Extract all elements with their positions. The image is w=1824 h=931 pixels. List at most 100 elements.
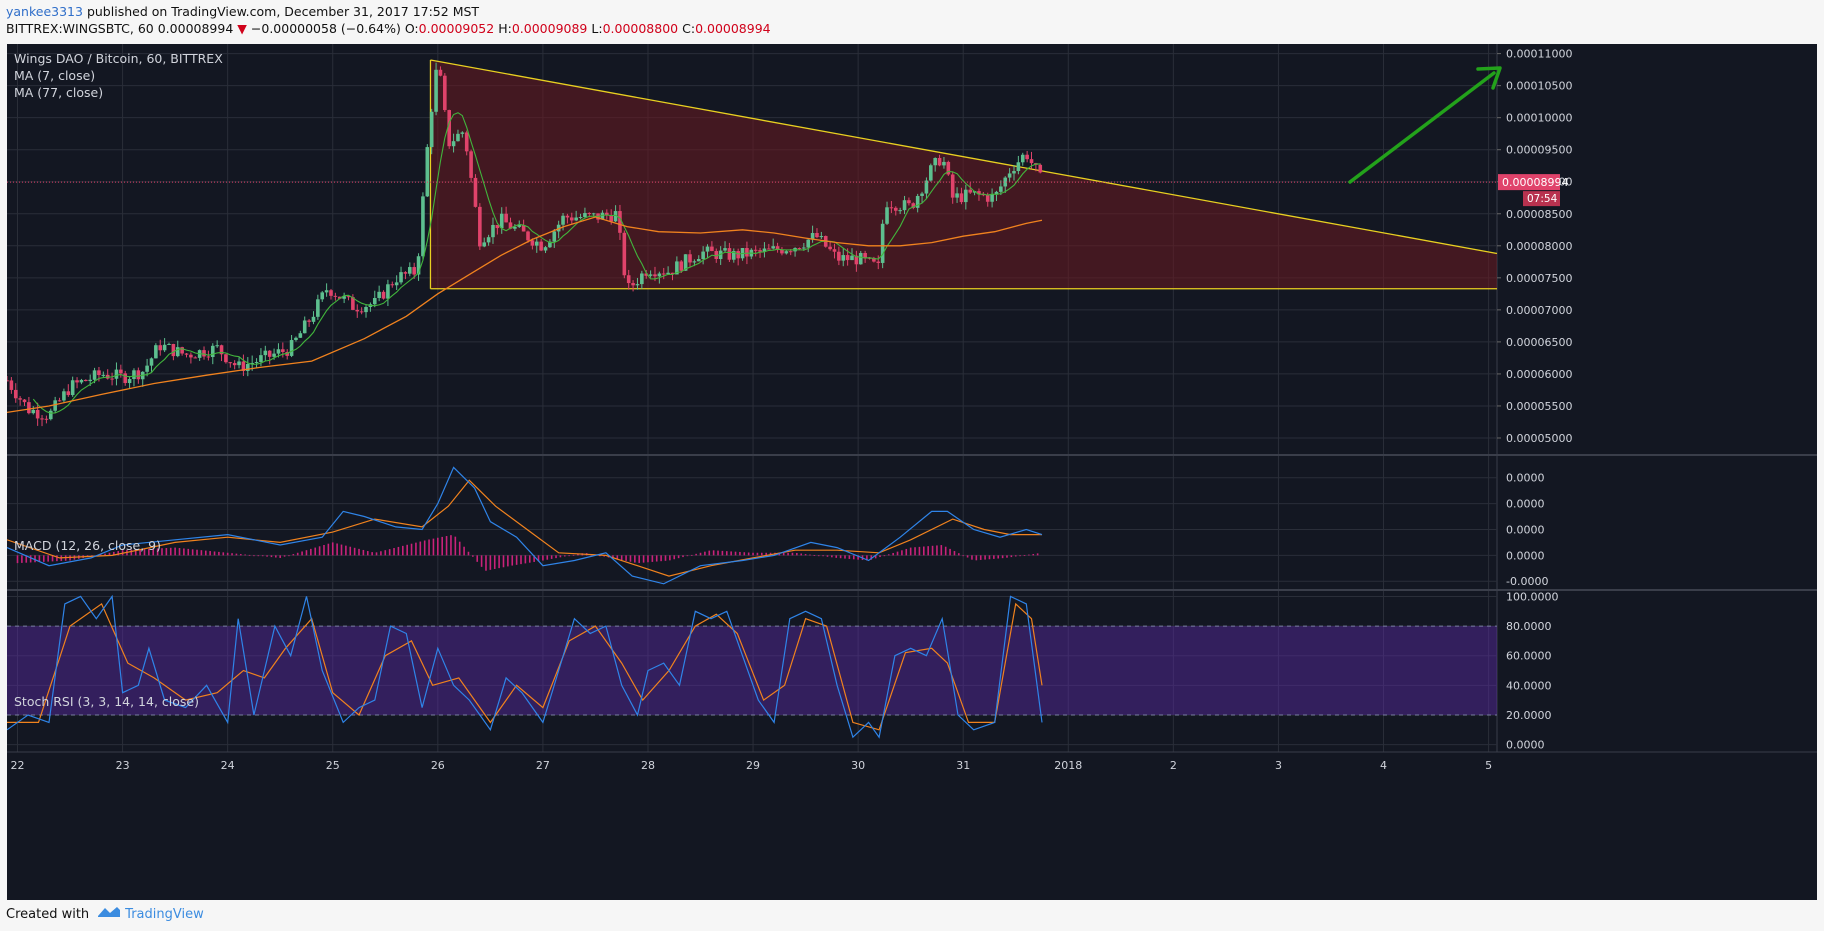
candle-body	[27, 402, 31, 414]
rsi-y-tick-label: 20.0000	[1506, 709, 1552, 722]
macd-histogram-bar	[445, 536, 448, 556]
y-tick-label: 0.00008000	[1506, 240, 1572, 253]
macd-histogram-bar	[949, 548, 951, 556]
candle-body	[421, 196, 425, 257]
candle-body	[149, 358, 154, 366]
candle-body	[127, 379, 132, 384]
candle-body	[486, 237, 491, 243]
candle-body	[788, 251, 793, 253]
macd-histogram-bar	[927, 546, 929, 556]
candle-body	[281, 349, 285, 352]
candle-body	[745, 247, 749, 257]
candle-body	[302, 320, 307, 334]
macd-histogram-bar	[511, 555, 514, 566]
candle-body	[175, 347, 180, 357]
candle-body	[460, 132, 465, 134]
candle-body	[666, 272, 670, 275]
candle-body	[390, 284, 395, 286]
publish-line: yankee3313 published on TradingView.com,…	[6, 4, 479, 19]
candle-body	[552, 231, 557, 242]
candle-body	[171, 343, 176, 357]
macd-histogram-bar	[1006, 555, 1008, 558]
candle-body	[955, 193, 959, 198]
macd-histogram-bar	[655, 555, 658, 562]
macd-histogram-bar	[117, 551, 120, 556]
candle-body	[206, 356, 211, 358]
arrow-head	[1476, 66, 1502, 90]
macd-histogram-bar	[993, 555, 995, 559]
macd-histogram-bar	[415, 542, 417, 556]
candle-body	[753, 249, 758, 251]
candle-body	[618, 211, 622, 233]
x-tick-label: 5	[1485, 759, 1492, 772]
candle-body	[342, 296, 346, 299]
macd-histogram-bar	[1001, 555, 1004, 559]
last-price: 0.00008994	[157, 21, 234, 36]
candle-body	[79, 379, 84, 383]
high-label: H:	[498, 21, 512, 36]
candle-body	[416, 256, 421, 275]
macd-histogram-bar	[537, 555, 540, 562]
macd-histogram-bar	[16, 555, 19, 564]
macd-histogram-bar	[1028, 554, 1030, 556]
x-tick-label: 27	[536, 759, 550, 772]
macd-histogram-bar	[432, 538, 435, 556]
macd-histogram-bar	[362, 549, 365, 556]
x-tick-label: 25	[326, 759, 340, 772]
candle-body	[237, 361, 241, 366]
username-link[interactable]: yankee3313	[6, 4, 83, 19]
macd-histogram-bar	[248, 554, 251, 556]
candle-body	[583, 213, 587, 218]
macd-histogram-bar	[450, 535, 452, 556]
x-tick-label: 2018	[1054, 759, 1082, 772]
candle-body	[915, 195, 920, 208]
candle-body	[351, 297, 355, 310]
macd-histogram-bar	[143, 549, 146, 556]
x-tick-label: 31	[956, 759, 970, 772]
macd-histogram-bar	[345, 545, 347, 556]
x-tick-label: 28	[641, 759, 655, 772]
candle-body	[499, 213, 504, 229]
candle-body	[386, 284, 390, 299]
macd-histogram-bar	[682, 555, 684, 558]
macd-histogram-bar	[29, 555, 32, 563]
macd-histogram-bar	[717, 550, 719, 556]
macd-histogram-bar	[603, 555, 605, 557]
candle-body	[929, 165, 933, 181]
candle-body	[263, 350, 268, 356]
macd-histogram-bar	[782, 552, 785, 556]
macd-histogram-bar	[638, 555, 641, 563]
candle-body	[802, 247, 806, 249]
open-value: 0.00009052	[418, 21, 495, 36]
macd-histogram-bar	[664, 555, 667, 561]
macd-histogram-bar	[178, 548, 181, 556]
tradingview-logo-icon	[97, 905, 121, 923]
x-tick-label: 3	[1275, 759, 1282, 772]
candle-body	[451, 141, 456, 147]
macd-histogram-bar	[690, 554, 693, 556]
current-price-label: 0.00008994	[1502, 176, 1568, 189]
macd-histogram-bar	[493, 555, 496, 569]
candle-body	[250, 362, 254, 365]
macd-histogram-bar	[485, 555, 487, 571]
macd-histogram-bar	[524, 555, 527, 564]
candle-body	[447, 110, 452, 147]
macd-histogram-bar	[213, 551, 216, 556]
candle-body	[854, 255, 859, 265]
candle-body	[780, 249, 784, 254]
macd-histogram-bar	[988, 555, 991, 560]
high-value: 0.00009089	[511, 21, 588, 36]
candle-body	[806, 239, 811, 248]
macd-histogram-bar	[507, 555, 509, 567]
macd-histogram-bar	[809, 554, 811, 556]
x-tick-label: 26	[431, 759, 445, 772]
rsi-y-tick-label: 100.0000	[1506, 590, 1559, 603]
chart-area[interactable]: 22 23 24 25 26 27 28 29 30 31 2018 2 3 4 50.000110000.…	[7, 44, 1817, 900]
candle-body	[837, 251, 841, 261]
candle-body	[889, 207, 894, 209]
tradingview-brand-link[interactable]: TradingView	[125, 906, 204, 922]
candle-body	[272, 353, 276, 357]
macd-histogram-bar	[204, 550, 207, 556]
candle-body	[670, 272, 675, 275]
stoch-rsi-d-line	[7, 602, 1043, 731]
